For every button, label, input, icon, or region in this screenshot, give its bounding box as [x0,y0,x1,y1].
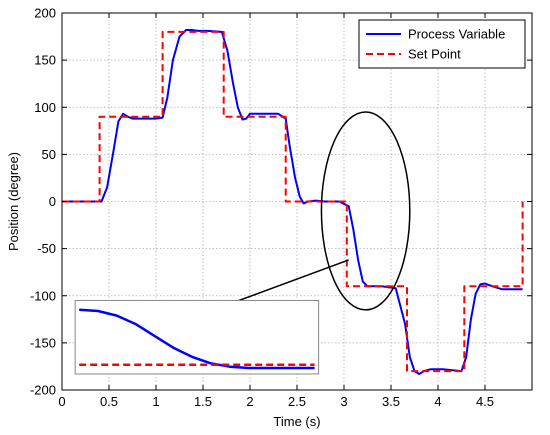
axis-ticks: 0 0.5 1 1.5 2 2.5 3 3.5 4 4.5 200 150 100 50 0 -50 -100 -… [30,6,532,409]
y-tick-label: 200 [34,6,56,21]
y-tick-label: 150 [34,53,56,68]
x-tick-label: 1 [152,394,159,409]
legend-box [358,19,526,69]
legend: Process Variable Set Point [358,19,526,69]
y-tick-label: -50 [37,241,56,256]
inset-zoom [74,299,320,375]
legend-label: Set Point [408,47,461,62]
series-group [62,29,524,375]
legend-label: Process Variable [408,27,505,42]
annotations [74,111,411,375]
x-tick-label: 0.5 [100,394,118,409]
y-tick-label: -100 [30,288,56,303]
inset-process-variable-line [79,308,315,370]
x-tick-label: 4.5 [476,394,494,409]
y-tick-label: -150 [30,335,56,350]
series-line-process-variable [62,29,523,375]
zoom-circle [320,111,411,311]
y-tick-label: 0 [49,194,56,209]
x-tick-label: 4 [434,394,441,409]
x-tick-label: 3.5 [382,394,400,409]
series-line-set-point [62,30,524,373]
x-tick-label: 3 [340,394,347,409]
x-tick-label: 1.5 [194,394,212,409]
y-tick-label: -200 [30,383,56,398]
x-tick-label: 2 [246,394,253,409]
y-tick-label: 100 [34,100,56,115]
x-tick-label: 0 [58,394,65,409]
x-tick-label: 2.5 [288,394,306,409]
x-axis-label: Time (s) [273,414,320,429]
inset-frame [74,299,320,375]
y-axis-label: Position (degree) [6,152,21,251]
y-tick-label: 50 [42,147,56,162]
